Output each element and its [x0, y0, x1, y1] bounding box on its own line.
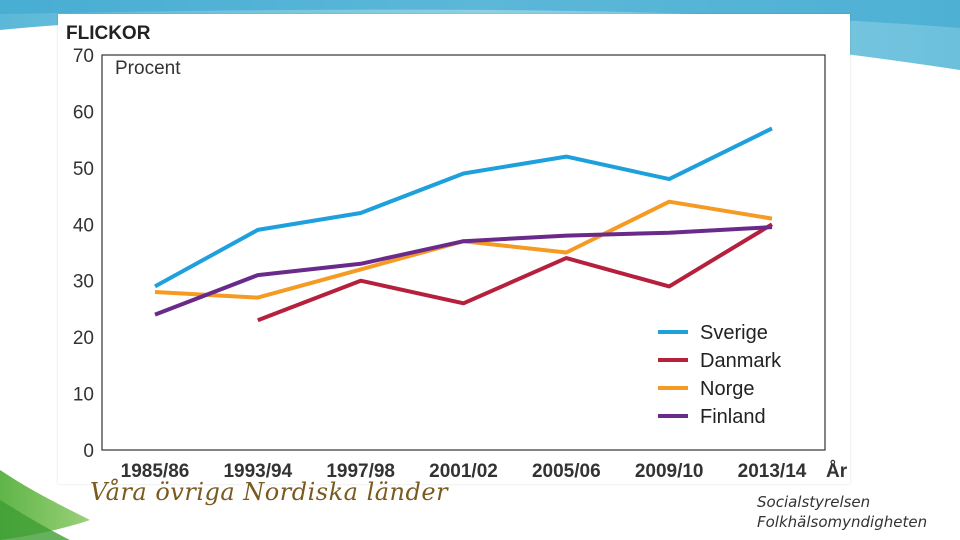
source-line: Socialstyrelsen — [757, 493, 871, 511]
y-tick-label: 0 — [83, 441, 94, 462]
legend-label: Danmark — [700, 350, 782, 372]
x-tick-label: 2013/14 — [738, 461, 807, 482]
series-line-sverige — [154, 126, 773, 289]
chart-title: FLICKOR — [66, 23, 151, 44]
y-axis-label: Procent — [115, 58, 181, 79]
y-tick-label: 20 — [73, 328, 94, 349]
legend-label: Sverige — [700, 322, 768, 344]
y-tick-label: 10 — [73, 385, 94, 406]
y-tick-label: 30 — [73, 272, 94, 293]
legend-label: Finland — [700, 406, 766, 428]
legend-label: Norge — [700, 378, 754, 400]
x-axis-label: År — [826, 461, 848, 482]
y-tick-label: 60 — [73, 102, 94, 123]
x-tick-label: 2009/10 — [635, 461, 704, 482]
x-tick-label: 2001/02 — [429, 461, 498, 482]
line-chart: FLICKOR Procent 0 10 20 30 40 50 60 70 1985/86 1993… — [66, 23, 848, 482]
series-line-norge — [154, 199, 773, 300]
x-tick-label: 1985/86 — [121, 461, 190, 482]
x-tick-label: 1993/94 — [223, 461, 292, 482]
y-tick-label: 70 — [73, 46, 94, 67]
source-line: Folkhälsomyndigheten — [757, 513, 928, 531]
source-text: Socialstyrelsen Folkhälsomyndigheten — [757, 492, 957, 532]
y-tick-label: 40 — [73, 215, 94, 236]
x-tick-label: 1997/98 — [326, 461, 395, 482]
x-tick-label: 2005/06 — [532, 461, 601, 482]
series-line-danmark — [257, 222, 774, 323]
y-tick-label: 50 — [73, 159, 94, 180]
series-line-finland — [154, 225, 773, 317]
slide-footer-text: Våra övriga Nordiska länder — [90, 478, 449, 506]
plot-frame — [101, 54, 826, 451]
chart-card: FLICKOR Procent 0 10 20 30 40 50 60 70 1985/86 1993… — [58, 14, 850, 484]
